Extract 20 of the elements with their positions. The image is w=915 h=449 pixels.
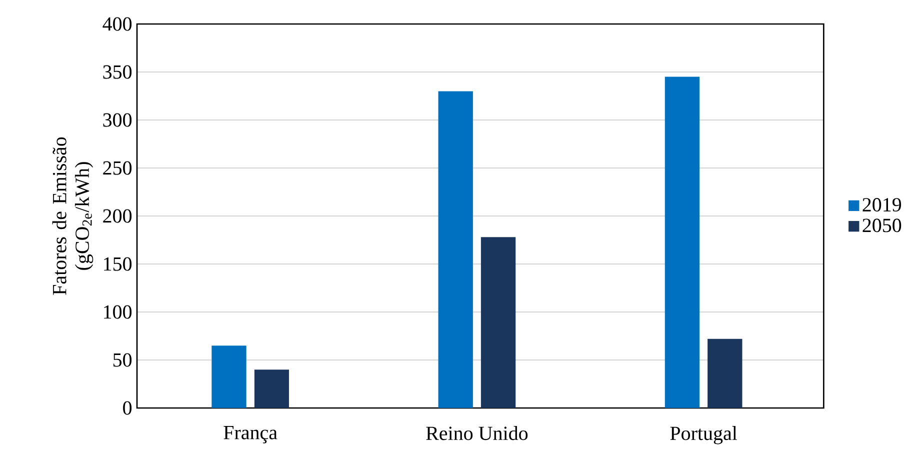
bar [664, 76, 700, 408]
legend-label: 2050 [862, 218, 902, 232]
y-tick-label: 50 [113, 353, 132, 367]
x-tick-label: Reino Unido [426, 426, 528, 440]
y-tick-label: 350 [103, 65, 132, 79]
y-tick-label: 150 [104, 257, 132, 271]
bar [438, 91, 473, 408]
bar [212, 346, 246, 408]
y-tick-label: 200 [103, 209, 132, 223]
x-tick-label: França [224, 426, 278, 444]
y-tick-label: 100 [104, 305, 132, 319]
y-tick-label: 400 [102, 17, 132, 31]
bar [480, 237, 516, 408]
legend-label: 2019 [862, 198, 902, 212]
bar [708, 339, 742, 408]
y-tick-label: 300 [103, 113, 132, 127]
bar [254, 370, 289, 408]
x-tick-label: Portugal [670, 426, 738, 444]
y-tick-label: 250 [103, 161, 132, 175]
y-tick-label: 0 [123, 401, 132, 415]
